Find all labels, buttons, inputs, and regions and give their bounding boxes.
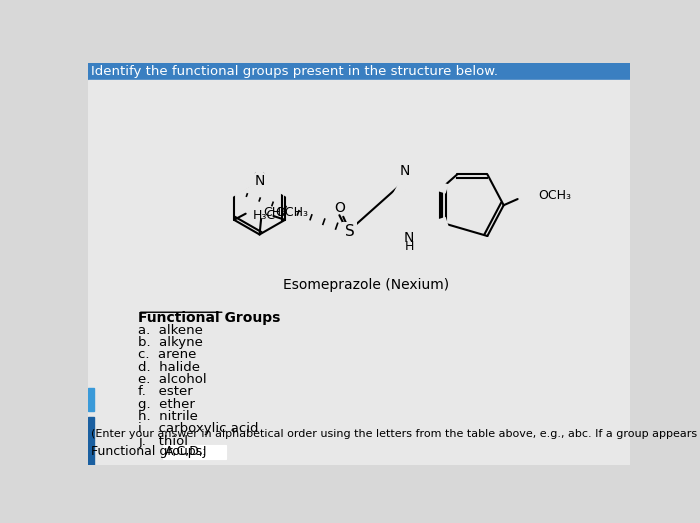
- Text: N: N: [399, 164, 409, 178]
- Text: (Enter your answer in alphabetical order using the letters from the table above,: (Enter your answer in alphabetical order…: [92, 429, 700, 439]
- Text: CH₃: CH₃: [263, 206, 286, 219]
- Bar: [162, 445, 226, 459]
- Text: e.  alcohol: e. alcohol: [138, 373, 206, 386]
- Text: Functional Groups: Functional Groups: [138, 311, 280, 325]
- Bar: [88, 388, 94, 411]
- Text: i.   carboxylic acid: i. carboxylic acid: [138, 423, 258, 435]
- Text: H: H: [405, 240, 414, 253]
- Bar: [88, 417, 94, 440]
- Text: OCH₃: OCH₃: [538, 189, 571, 202]
- Text: A,C,D,J: A,C,D,J: [165, 445, 207, 458]
- Text: OCH₃: OCH₃: [275, 207, 308, 220]
- Text: H₃C: H₃C: [253, 210, 276, 222]
- Text: d.  halide: d. halide: [138, 361, 200, 374]
- Text: Identify the functional groups present in the structure below.: Identify the functional groups present i…: [92, 65, 498, 78]
- Bar: [88, 63, 630, 79]
- Text: Esomeprazole (Nexium): Esomeprazole (Nexium): [284, 278, 449, 291]
- Text: O: O: [335, 201, 346, 215]
- Text: g.  ether: g. ether: [138, 397, 195, 411]
- Text: Functional groups:: Functional groups:: [92, 446, 206, 459]
- Bar: [88, 440, 94, 465]
- Text: S: S: [344, 224, 354, 239]
- Text: N: N: [404, 231, 414, 245]
- Text: a.  alkene: a. alkene: [138, 324, 203, 337]
- Text: f.   ester: f. ester: [138, 385, 192, 399]
- Text: N: N: [254, 174, 265, 188]
- Text: h.  nitrile: h. nitrile: [138, 410, 197, 423]
- Text: c.  arene: c. arene: [138, 348, 196, 361]
- Text: j.   thiol: j. thiol: [138, 435, 188, 448]
- Text: b.  alkyne: b. alkyne: [138, 336, 203, 349]
